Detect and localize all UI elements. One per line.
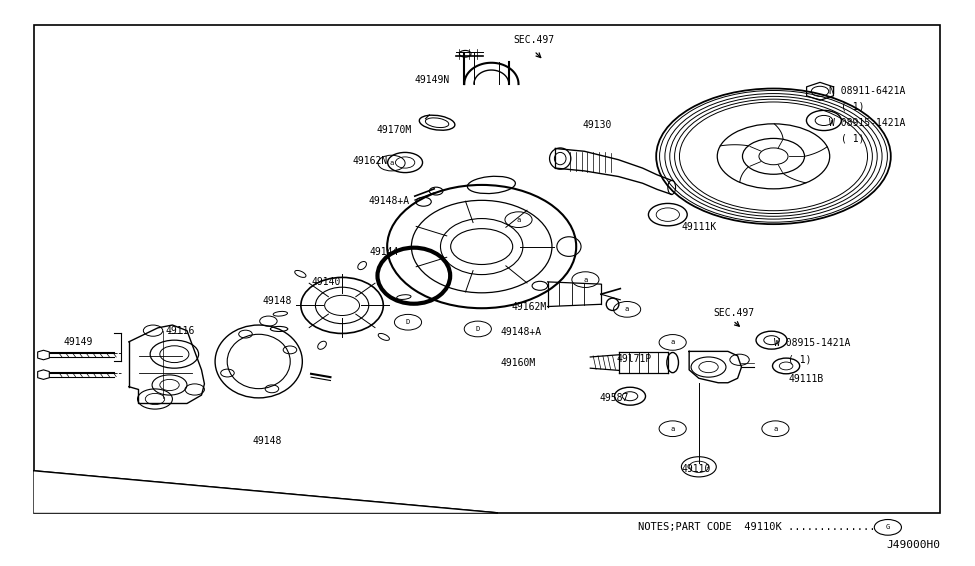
Text: 49110: 49110 bbox=[682, 464, 711, 474]
Text: 49162M: 49162M bbox=[512, 302, 547, 311]
Text: a: a bbox=[389, 160, 394, 166]
Text: D: D bbox=[476, 326, 480, 332]
Text: NOTES;PART CODE  49110K ..............: NOTES;PART CODE 49110K .............. bbox=[638, 522, 876, 533]
Text: 49111K: 49111K bbox=[682, 222, 717, 232]
Text: 49148: 49148 bbox=[253, 436, 283, 446]
Text: 49148+A: 49148+A bbox=[500, 327, 541, 337]
Text: 49116: 49116 bbox=[166, 325, 195, 336]
Text: ( 1): ( 1) bbox=[841, 101, 865, 112]
Text: 49140: 49140 bbox=[311, 277, 340, 287]
Text: 49149: 49149 bbox=[63, 337, 94, 347]
Bar bbox=[34, 25, 940, 513]
Text: W 08915-1421A: W 08915-1421A bbox=[829, 118, 905, 128]
Text: 49160M: 49160M bbox=[500, 358, 535, 367]
Text: 49144: 49144 bbox=[370, 247, 399, 257]
Text: a: a bbox=[517, 217, 521, 222]
Polygon shape bbox=[38, 370, 50, 379]
Text: W 08915-1421A: W 08915-1421A bbox=[774, 338, 851, 348]
Text: D: D bbox=[406, 319, 410, 325]
Text: a: a bbox=[583, 277, 588, 282]
Text: 49111B: 49111B bbox=[788, 374, 823, 384]
Text: ( 1): ( 1) bbox=[788, 354, 811, 364]
Text: G: G bbox=[885, 524, 890, 530]
Text: 49148+A: 49148+A bbox=[369, 196, 410, 205]
Polygon shape bbox=[38, 350, 50, 360]
Text: N 08911-6421A: N 08911-6421A bbox=[829, 87, 905, 96]
Text: 49162N: 49162N bbox=[352, 156, 388, 166]
Text: J49000H0: J49000H0 bbox=[886, 541, 940, 550]
Text: a: a bbox=[671, 340, 675, 345]
Text: a: a bbox=[773, 426, 777, 432]
Text: 49587: 49587 bbox=[600, 393, 629, 403]
Text: a: a bbox=[625, 306, 629, 312]
Text: 49l71P: 49l71P bbox=[616, 354, 651, 364]
Text: SEC.497: SEC.497 bbox=[514, 35, 555, 45]
Text: 49148: 49148 bbox=[262, 296, 292, 306]
Text: ( 1): ( 1) bbox=[841, 134, 865, 143]
Text: 49149N: 49149N bbox=[414, 75, 449, 85]
Text: SEC.497: SEC.497 bbox=[714, 308, 755, 318]
Text: a: a bbox=[671, 426, 675, 432]
Text: 49170M: 49170M bbox=[376, 125, 411, 135]
Text: 49130: 49130 bbox=[582, 120, 612, 130]
